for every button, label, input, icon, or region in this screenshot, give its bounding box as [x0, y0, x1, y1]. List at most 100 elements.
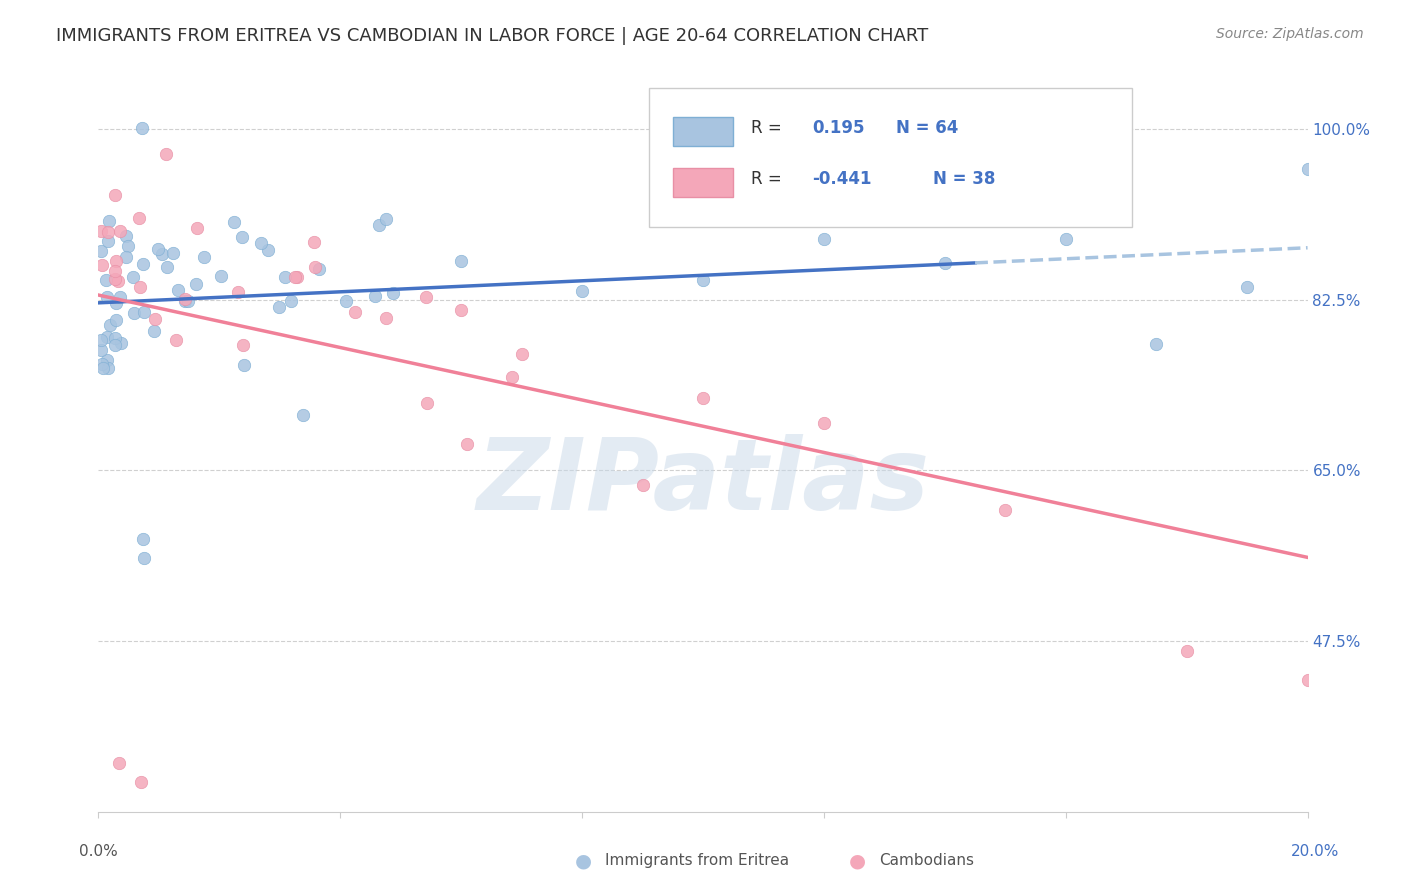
Point [117, 239, 139, 253]
Text: Immigrants from Eritrea: Immigrants from Eritrea [605, 854, 789, 868]
Text: ●: ● [849, 851, 866, 871]
Point [96, 290, 118, 304]
Point [98, 318, 121, 332]
Point [107, 274, 129, 288]
Point [308, 262, 330, 277]
Point [374, 310, 396, 325]
Point [165, 333, 187, 347]
Point [110, 291, 132, 305]
Point [90, 244, 112, 258]
Point [124, 306, 146, 320]
Point [1236, 279, 1258, 293]
Point [134, 551, 156, 566]
Point [343, 305, 366, 319]
Point [692, 391, 714, 405]
Point [267, 300, 290, 314]
Point [250, 236, 273, 251]
Point [1144, 336, 1167, 351]
Point [132, 305, 155, 319]
Point [450, 253, 472, 268]
FancyBboxPatch shape [672, 117, 734, 146]
Point [284, 270, 307, 285]
FancyBboxPatch shape [672, 168, 734, 197]
Text: 0.0%: 0.0% [79, 845, 118, 859]
Point [174, 293, 197, 307]
Point [226, 285, 249, 299]
Point [132, 257, 155, 271]
Point [90, 258, 112, 272]
Point [162, 245, 184, 260]
Point [167, 283, 190, 297]
Text: R =: R = [751, 119, 787, 136]
Point [104, 337, 127, 351]
Point [211, 269, 233, 284]
Point [129, 280, 152, 294]
Point [382, 286, 405, 301]
Point [177, 293, 200, 308]
Text: IMMIGRANTS FROM ERITREA VS CAMBODIAN IN LABOR FORCE | AGE 20-64 CORRELATION CHAR: IMMIGRANTS FROM ERITREA VS CAMBODIAN IN … [56, 27, 928, 45]
Point [375, 212, 398, 227]
Point [292, 408, 315, 422]
Point [90, 333, 112, 347]
Point [1175, 644, 1198, 658]
Point [456, 437, 478, 451]
Point [450, 303, 472, 318]
Point [104, 271, 127, 285]
Text: Cambodians: Cambodians [879, 854, 974, 868]
Point [107, 756, 129, 770]
Text: Source: ZipAtlas.com: Source: ZipAtlas.com [1216, 27, 1364, 41]
Point [367, 218, 389, 232]
Point [104, 187, 127, 202]
Point [285, 269, 308, 284]
Point [97, 360, 120, 375]
Point [1054, 232, 1077, 246]
Text: 20.0%: 20.0% [1291, 845, 1339, 859]
Text: -0.441: -0.441 [811, 170, 872, 188]
Point [104, 254, 127, 268]
Point [115, 250, 138, 264]
Point [231, 230, 253, 244]
Point [501, 370, 523, 384]
Point [257, 243, 280, 257]
Point [173, 293, 195, 308]
Point [150, 247, 173, 261]
Point [143, 324, 166, 338]
Point [104, 264, 127, 278]
Text: ZIPatlas: ZIPatlas [477, 434, 929, 531]
Point [97, 234, 120, 248]
Point [90, 357, 112, 371]
Point [114, 229, 136, 244]
Point [146, 242, 169, 256]
FancyBboxPatch shape [648, 87, 1132, 227]
Point [98, 214, 121, 228]
Text: 0.195: 0.195 [811, 119, 865, 136]
Point [813, 417, 835, 431]
Point [364, 289, 387, 303]
Point [129, 775, 152, 789]
Point [94, 273, 117, 287]
Point [96, 330, 118, 344]
Point [994, 503, 1017, 517]
Point [224, 214, 246, 228]
Point [131, 121, 153, 136]
Point [90, 224, 112, 238]
Point [186, 221, 208, 235]
Point [232, 338, 254, 352]
Point [131, 532, 153, 546]
Point [110, 335, 132, 350]
Text: N = 64: N = 64 [897, 119, 959, 136]
Point [108, 224, 131, 238]
Point [304, 260, 326, 274]
Point [280, 293, 302, 308]
Point [692, 273, 714, 287]
Point [104, 295, 127, 310]
Point [90, 343, 112, 357]
Point [934, 256, 956, 270]
Point [1296, 673, 1319, 687]
Point [813, 231, 835, 245]
Point [143, 311, 166, 326]
Point [571, 285, 593, 299]
Point [93, 360, 115, 375]
Point [233, 358, 256, 372]
Point [631, 478, 654, 492]
